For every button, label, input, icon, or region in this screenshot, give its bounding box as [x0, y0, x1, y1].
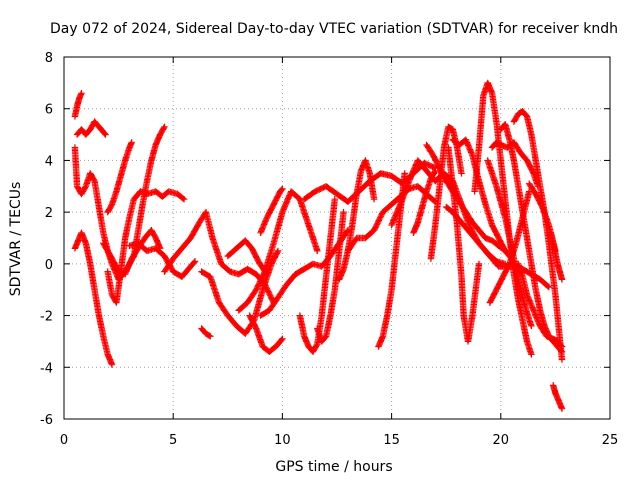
data-marker-run	[547, 229, 566, 283]
x-tick-label: 5	[169, 433, 177, 448]
data-marker-run	[71, 229, 116, 368]
series-arc-23	[375, 170, 408, 350]
y-tick-label: 8	[45, 51, 53, 66]
data-marker-run	[445, 144, 483, 345]
data-marker-run	[224, 237, 269, 275]
data-marker-run	[257, 185, 286, 237]
series-arc-27	[427, 123, 465, 262]
series-arc-15	[235, 188, 321, 314]
series-arc-5	[104, 188, 188, 306]
data-marker-run	[246, 312, 286, 355]
x-tick-label: 25	[602, 433, 619, 448]
data-marker-run	[314, 208, 347, 345]
y-tick-label: 0	[45, 258, 53, 273]
x-tick-label: 20	[493, 433, 510, 448]
data-marker-run	[73, 118, 109, 138]
x-tick-label: 0	[60, 433, 68, 448]
data-marker-run	[71, 90, 85, 120]
y-tick-label: 6	[45, 103, 53, 118]
data-marker-run	[198, 325, 214, 340]
series-arc-14	[246, 312, 286, 355]
data-marker-run	[427, 123, 465, 262]
plot-frame	[63, 56, 611, 420]
data-layer	[71, 79, 566, 412]
series-arc-6	[104, 139, 135, 216]
x-axis-label: GPS time / hours	[275, 459, 392, 475]
data-marker-run	[515, 260, 566, 350]
series-arc-40	[550, 382, 566, 412]
data-marker-run	[550, 382, 566, 412]
y-tick-label: -4	[40, 361, 53, 376]
series-arc-1	[71, 90, 85, 120]
x-tick-label: 10	[274, 433, 291, 448]
series-arc-19	[314, 208, 347, 345]
series-arc-11	[198, 325, 214, 340]
series-arc-39	[547, 229, 566, 283]
series-arc-25	[410, 167, 439, 237]
y-tick-label: -2	[40, 310, 53, 325]
series-arc-2	[73, 118, 109, 138]
series-arc-37	[515, 260, 566, 350]
y-axis-label: SDTVAR / TECUs	[8, 182, 24, 297]
data-marker-run	[235, 188, 321, 314]
series-arc-16	[257, 185, 286, 237]
x-tick-labels: 0 5 10 15 20 25	[60, 433, 618, 448]
data-marker-run	[104, 139, 135, 216]
chart-title: Day 072 of 2024, Sidereal Day-to-day VTE…	[50, 21, 618, 37]
y-tick-label: 4	[45, 154, 53, 169]
series-arc-4	[71, 229, 116, 368]
y-tick-labels: -6 -4 -2 0 2 4 6 8	[40, 51, 53, 428]
series-arc-13	[224, 237, 269, 275]
data-marker-run	[104, 188, 188, 306]
data-marker-run	[410, 167, 439, 237]
data-marker-run	[375, 170, 408, 350]
series-arc-28	[445, 144, 483, 345]
x-tick-label: 15	[383, 433, 400, 448]
y-tick-label: 2	[45, 206, 53, 221]
y-tick-label: -6	[40, 413, 53, 428]
